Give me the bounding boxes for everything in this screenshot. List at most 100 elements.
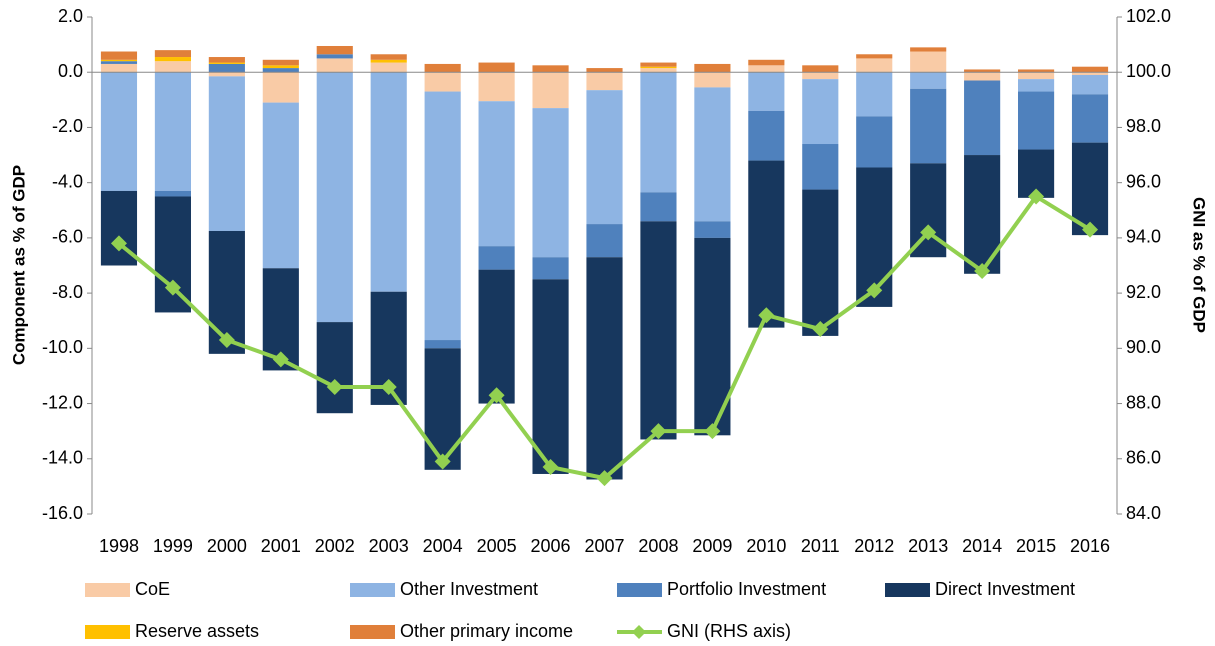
bar-segment <box>910 88 947 164</box>
bar-segment <box>802 65 839 73</box>
legend-swatch <box>617 583 662 597</box>
bar-segment <box>424 340 461 349</box>
bar-segment <box>1071 142 1109 236</box>
bar-segment <box>316 54 353 59</box>
gni-marker <box>272 351 289 368</box>
y-tick-label: -2.0 <box>52 116 83 136</box>
bar-segment <box>694 221 731 238</box>
legend-label: Other Investment <box>400 579 538 599</box>
bar-segment <box>964 80 1001 156</box>
x-tick-label: 2002 <box>315 536 355 556</box>
y-tick-label: 0.0 <box>58 61 83 81</box>
bar-segment <box>100 59 138 62</box>
bar-segment <box>1018 79 1055 92</box>
gni-marker <box>596 470 613 487</box>
bar-segment <box>532 72 569 109</box>
gni-marker <box>758 307 775 324</box>
x-tick-label: 2001 <box>261 536 301 556</box>
bar-segment <box>208 72 245 77</box>
gni-marker <box>110 235 127 252</box>
x-tick-label: 2012 <box>854 536 894 556</box>
bar-segment <box>262 59 299 66</box>
bar-segment <box>694 72 731 88</box>
gni-marker <box>326 378 343 395</box>
bar-segment <box>316 72 353 323</box>
x-tick-label: 2009 <box>692 536 732 556</box>
x-tick-label: 2016 <box>1070 536 1110 556</box>
bar-segment <box>370 59 407 63</box>
gni-marker <box>1082 221 1099 238</box>
gni-marker <box>218 332 235 349</box>
bar-segment <box>424 72 461 92</box>
bar-segment <box>424 63 461 73</box>
bar-segment <box>478 62 515 73</box>
bar-segment <box>640 62 677 67</box>
bar-segment <box>1071 66 1109 73</box>
x-tick-label: 2003 <box>369 536 409 556</box>
y-tick-label: -16.0 <box>42 503 83 523</box>
y-tick-label: 2.0 <box>58 6 83 26</box>
bar-segment <box>910 72 947 89</box>
bar-segment <box>964 69 1001 73</box>
gni-marker <box>542 459 559 476</box>
bar-segment <box>1018 72 1055 80</box>
y2-tick-label: 94.0 <box>1126 227 1161 247</box>
bar-segment <box>532 257 569 280</box>
x-tick-label: 2010 <box>746 536 786 556</box>
bar-segment <box>316 322 353 414</box>
bar-segment <box>910 47 947 52</box>
y-tick-label: -14.0 <box>42 448 83 468</box>
x-tick-label: 2006 <box>531 536 571 556</box>
y2-tick-label: 102.0 <box>1126 6 1171 26</box>
gni-marker <box>1028 188 1045 205</box>
y2-tick-label: 90.0 <box>1126 337 1161 357</box>
gni-marker <box>434 453 451 470</box>
bar-segment <box>100 51 138 60</box>
gni-marker <box>488 387 505 404</box>
bar-segment <box>154 72 191 191</box>
bar-segment <box>154 50 191 58</box>
gni-marker <box>974 263 991 280</box>
bar-segment <box>262 65 299 69</box>
bar-segment <box>532 279 569 474</box>
x-tick-label: 1999 <box>153 536 193 556</box>
legend-swatch <box>350 583 395 597</box>
bar-segment <box>532 65 569 73</box>
y-tick-label: -10.0 <box>42 337 83 357</box>
bar-segment <box>586 68 623 73</box>
y-axis-title: Component as % of GDP <box>9 165 28 365</box>
legend-label: Direct Investment <box>935 579 1075 599</box>
bar-segment <box>208 57 245 63</box>
bar-segment <box>640 66 677 69</box>
bar-segment <box>478 246 515 270</box>
bar-segment <box>640 72 677 193</box>
bar-segment <box>856 72 893 117</box>
y-tick-label: -8.0 <box>52 282 83 302</box>
bar-segment <box>478 101 515 247</box>
legend-swatch <box>85 583 130 597</box>
bar-segment <box>370 72 407 292</box>
bar-segment <box>1018 91 1055 150</box>
x-tick-label: 1998 <box>99 536 139 556</box>
y2-axis-title: GNI as % of GDP <box>1190 197 1209 333</box>
bar-segment <box>964 72 1001 81</box>
bar-segment <box>154 57 191 62</box>
bar-segment <box>424 348 461 470</box>
legend-label: Other primary income <box>400 621 573 641</box>
bar-segment <box>856 58 893 73</box>
bar-segment <box>478 72 515 102</box>
bar-segment <box>586 224 623 258</box>
gni-marker <box>920 224 937 241</box>
legend-label: Portfolio Investment <box>667 579 826 599</box>
bar-segment <box>532 108 569 258</box>
bar-segment <box>262 102 299 269</box>
bar-segment <box>694 63 731 73</box>
y-tick-label: -6.0 <box>52 227 83 247</box>
y2-tick-label: 98.0 <box>1126 116 1161 136</box>
x-tick-label: 2007 <box>584 536 624 556</box>
bar-segment <box>748 65 785 73</box>
bar-segment <box>1071 74 1109 95</box>
bar-segment <box>748 72 785 111</box>
